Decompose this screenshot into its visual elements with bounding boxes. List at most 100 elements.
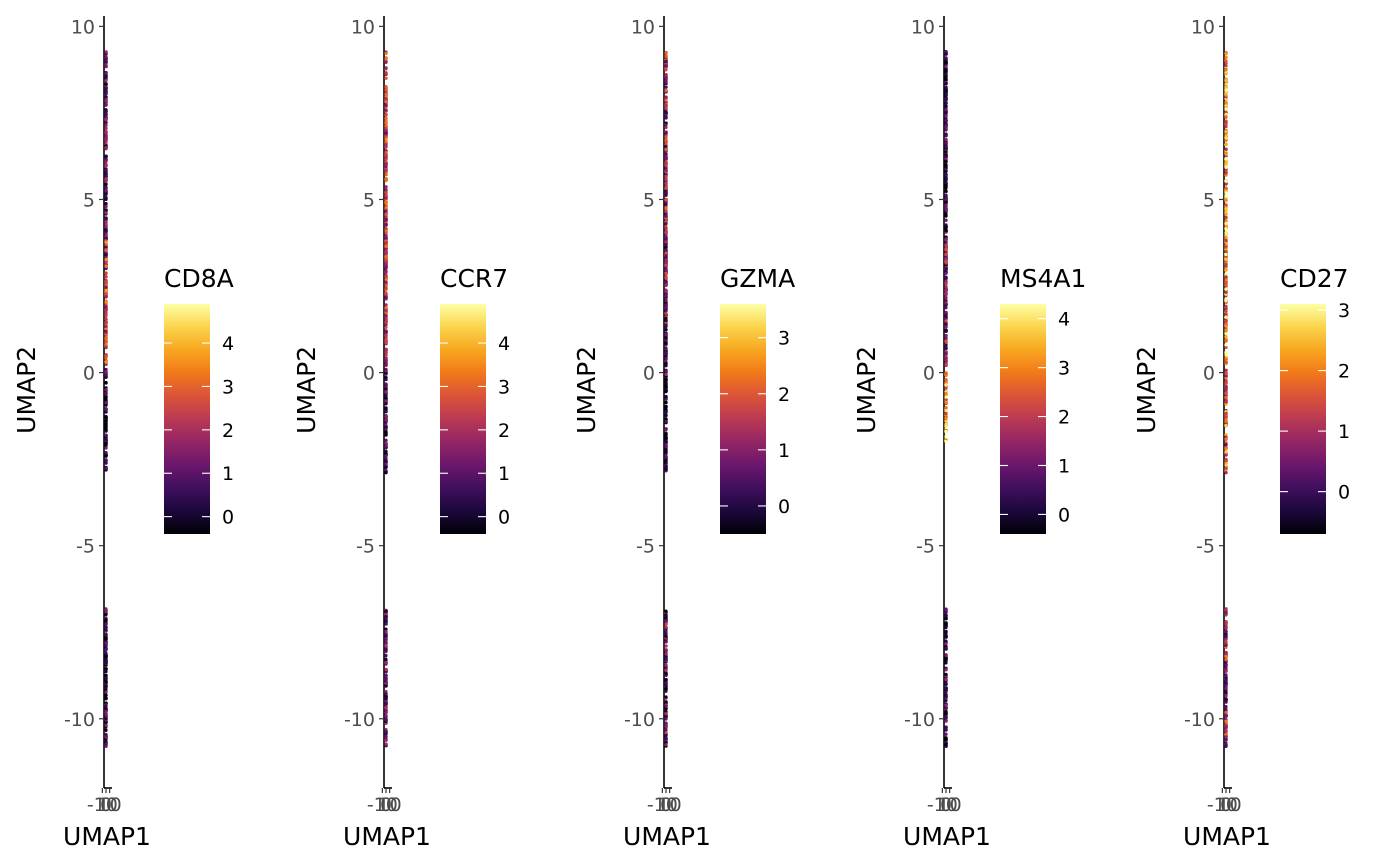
colorbar-tick-label: 3 (778, 328, 790, 350)
cell-point (104, 295, 108, 299)
cell-point (104, 679, 108, 684)
cell-point (384, 60, 388, 64)
cell-point (104, 684, 108, 688)
cell-point (944, 681, 948, 685)
cell-point (384, 470, 388, 475)
cell-point (664, 687, 668, 691)
cell-point (384, 66, 388, 70)
colorbar-tick-label: 1 (222, 463, 234, 485)
colorbar-tick-label: 2 (498, 420, 510, 442)
cell-point (104, 79, 108, 83)
cell-point (664, 436, 668, 440)
cell-point (384, 347, 388, 352)
colorbar-tick-label: 0 (1338, 482, 1350, 504)
cell-points (1224, 51, 1228, 749)
cell-point (1224, 433, 1228, 437)
y-tick-label: 10 (1191, 16, 1215, 38)
cell-point (384, 325, 388, 330)
cell-point (1224, 470, 1228, 475)
cell-point (664, 209, 668, 214)
cell-point (384, 622, 388, 626)
cell-point (1224, 450, 1228, 454)
cell-point (1224, 719, 1228, 724)
cell-point (104, 651, 108, 655)
y-tick-label: -5 (76, 536, 95, 558)
cell-point (1224, 391, 1228, 395)
cell-point (384, 84, 388, 89)
cell-point (1224, 381, 1228, 385)
cell-point (384, 257, 388, 261)
cell-point (384, 76, 388, 80)
cell-point (104, 461, 108, 465)
cell-point (1224, 683, 1228, 688)
cell-point (664, 684, 668, 689)
cell-point (944, 101, 948, 105)
cell-point (384, 644, 388, 648)
cell-point (384, 303, 388, 307)
cell-point (664, 663, 668, 667)
cell-point (944, 653, 948, 658)
cell-point (104, 285, 108, 289)
cell-point (944, 60, 948, 65)
cell-point (384, 337, 388, 341)
cell-point (944, 154, 948, 158)
cell-point (1224, 238, 1228, 243)
cell-point (104, 123, 108, 127)
cell-point (104, 89, 108, 94)
cell-point (664, 389, 668, 394)
cell-point (384, 87, 388, 92)
cell-point (1224, 215, 1228, 220)
cell-point (104, 305, 108, 309)
cell-point (104, 742, 108, 746)
cell-point (944, 180, 948, 185)
cell-point (944, 329, 948, 333)
cell-point (384, 673, 388, 677)
cell-point (664, 68, 668, 72)
cell-point (1224, 697, 1228, 701)
colorbar-tick-label: 1 (778, 440, 790, 462)
cell-point (664, 231, 668, 235)
cell-point (664, 363, 668, 368)
cell-point (384, 308, 388, 313)
cell-point (384, 418, 388, 422)
cell-point (664, 652, 668, 656)
cell-point (1224, 419, 1228, 423)
cell-point (104, 446, 108, 450)
cell-point (944, 668, 948, 672)
cell-point (104, 354, 108, 358)
cell-point (664, 115, 668, 120)
cell-point (104, 169, 108, 173)
cell-point (664, 110, 668, 115)
cell-point (1224, 651, 1228, 656)
cell-point (104, 458, 108, 462)
cell-point (944, 295, 948, 300)
cell-point (1224, 70, 1228, 74)
cell-point (1224, 130, 1228, 134)
cell-point (384, 653, 388, 658)
cell-point (1224, 423, 1228, 428)
cell-point (1224, 334, 1228, 339)
cell-point (1224, 230, 1228, 235)
cell-point (1224, 120, 1228, 124)
cell-point (104, 622, 108, 627)
cell-point (1224, 663, 1228, 667)
cell-point (664, 668, 668, 673)
cell-point (944, 355, 948, 360)
cell-point (384, 217, 388, 221)
cell-point (104, 437, 108, 442)
cell-point (664, 625, 668, 629)
cell-point (104, 307, 108, 312)
cell-point (1224, 710, 1228, 715)
cell-point (664, 413, 668, 418)
cell-point (664, 293, 668, 298)
x-tick-label: 0 (100, 794, 112, 816)
cell-point (1224, 147, 1228, 151)
cell-point (104, 186, 108, 190)
cell-point (664, 427, 668, 432)
cell-point (664, 311, 668, 316)
cell-point (104, 690, 108, 694)
cell-point (944, 742, 948, 746)
x-axis-title: UMAP1 (903, 822, 991, 851)
cell-point (944, 737, 948, 741)
